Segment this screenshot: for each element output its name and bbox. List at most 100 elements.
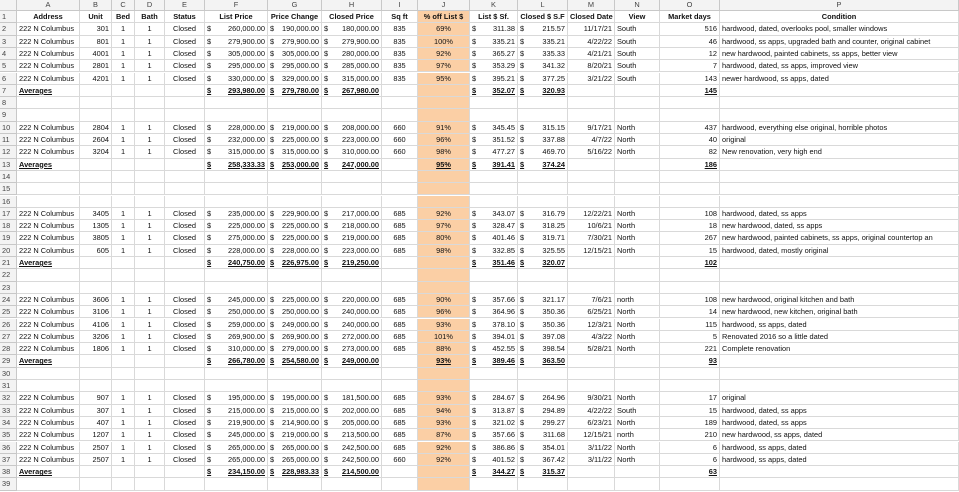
cell: Closed [165, 429, 205, 442]
cell: 63 [660, 466, 720, 479]
cell: 222 N Columbus [17, 392, 80, 405]
cell: 660 [382, 146, 418, 159]
cell: $ 247,000.00 [322, 158, 382, 171]
cell: 307 [80, 404, 112, 417]
cell [80, 109, 112, 122]
cell: 222 N Columbus [17, 134, 80, 147]
cell [720, 257, 959, 270]
cell: $ 253,000.00 [268, 158, 322, 171]
row-number: 7 [0, 84, 17, 98]
cell: 1 [135, 392, 165, 405]
cell: $ 265,000.00 [268, 453, 322, 467]
cell [382, 97, 418, 110]
cell: $ 250,000.00 [205, 306, 268, 319]
cell [80, 97, 112, 110]
cell [80, 355, 112, 368]
cell: Complete renovation [720, 343, 959, 356]
cell [135, 257, 165, 270]
cell: $ 229,900.00 [268, 207, 322, 221]
cell [418, 466, 470, 479]
cell: 267 [660, 232, 720, 245]
cell: hardwood, ss apps, dated [720, 441, 959, 454]
cell: $ 391.41 [470, 158, 518, 171]
cell [135, 158, 165, 171]
cell: $ 335.21 [518, 35, 568, 48]
cell: $ 215,000.00 [268, 404, 322, 417]
row-number: 34 [0, 416, 17, 430]
header-cell: Unit [80, 11, 112, 24]
cell [268, 269, 322, 282]
cell [660, 183, 720, 196]
cell [135, 281, 165, 294]
cell: 3106 [80, 306, 112, 319]
row-number: 25 [0, 306, 17, 319]
cell: 3206 [80, 330, 112, 344]
row-number: 21 [0, 257, 17, 270]
cell [205, 195, 268, 208]
cell: 685 [382, 318, 418, 331]
cell: 101% [418, 330, 470, 344]
cell [418, 281, 470, 294]
cell [165, 269, 205, 282]
cell: 685 [382, 429, 418, 442]
cell: $ 215,000.00 [205, 404, 268, 417]
cell [112, 380, 135, 393]
cell: $ 365.27 [470, 47, 518, 61]
cell [112, 466, 135, 479]
cell: 5/16/22 [568, 146, 615, 159]
cell: $ 378.10 [470, 318, 518, 331]
cell [135, 478, 165, 491]
cell: 222 N Columbus [17, 47, 80, 61]
cell: Closed [165, 232, 205, 245]
cell [135, 97, 165, 110]
cell [135, 466, 165, 479]
cell [165, 183, 205, 196]
cell: new hardwood, painted cabinets, ss apps,… [720, 232, 959, 245]
cell: $ 225,000.00 [205, 220, 268, 233]
cell: $ 319.71 [518, 232, 568, 245]
cell: 222 N Columbus [17, 244, 80, 257]
column-header: O [660, 0, 720, 11]
corner [0, 0, 17, 11]
cell: 660 [382, 134, 418, 147]
cell [568, 355, 615, 368]
cell: North [615, 453, 660, 467]
cell: hardwood, everything else original, horr… [720, 121, 959, 134]
cell: $ 245,000.00 [205, 429, 268, 442]
cell [418, 97, 470, 110]
cell: 92% [418, 207, 470, 221]
cell: $ 398.54 [518, 343, 568, 356]
cell: Averages [17, 84, 80, 98]
cell [135, 269, 165, 282]
cell [322, 367, 382, 380]
cell [80, 466, 112, 479]
cell [568, 158, 615, 171]
cell [418, 269, 470, 282]
cell [382, 84, 418, 98]
cell [382, 195, 418, 208]
cell: Averages [17, 257, 80, 270]
cell: 14 [660, 306, 720, 319]
cell [165, 170, 205, 184]
cell [660, 478, 720, 491]
cell [568, 195, 615, 208]
cell [660, 109, 720, 122]
cell: $ 310,000.00 [322, 146, 382, 159]
row-number: 11 [0, 134, 17, 147]
cell [568, 269, 615, 282]
cell: 1 [135, 429, 165, 442]
cell: $ 311.38 [470, 23, 518, 36]
cell: 222 N Columbus [17, 306, 80, 319]
cell: 4/21/21 [568, 47, 615, 61]
cell [135, 183, 165, 196]
cell [518, 183, 568, 196]
cell [17, 478, 80, 491]
cell [382, 367, 418, 380]
cell: $ 357.66 [470, 429, 518, 442]
cell [470, 183, 518, 196]
cell [470, 380, 518, 393]
cell: $ 311.68 [518, 429, 568, 442]
cell: 1 [135, 60, 165, 73]
cell: 6 [660, 453, 720, 467]
cell: 93% [418, 355, 470, 368]
